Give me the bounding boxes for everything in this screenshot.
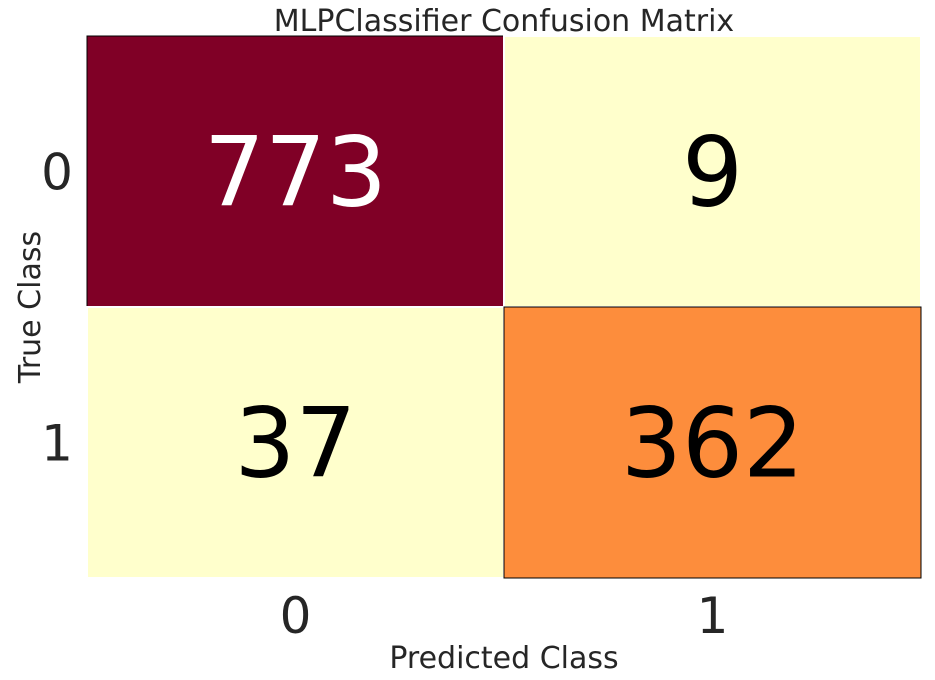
- heatmap-cells: 773 9 37 362: [86, 35, 922, 579]
- x-tick-label-0: 0: [280, 587, 312, 645]
- cell-value-1-1: 362: [621, 388, 804, 500]
- y-tick-label-1: 1: [41, 415, 73, 473]
- cell-value-0-1: 9: [682, 117, 743, 229]
- y-axis-label: True Class: [13, 231, 48, 384]
- x-tick-label-1: 1: [697, 587, 729, 645]
- y-tick-label-0: 0: [41, 144, 73, 202]
- heatmap-cell-1-1: [503, 306, 922, 579]
- chart-title: MLPClassifier Confusion Matrix: [274, 4, 734, 39]
- tick-labels: 0 1 0 1: [41, 144, 728, 646]
- heatmap-cell-0-0: [86, 35, 505, 308]
- cell-value-1-0: 37: [234, 388, 356, 500]
- heatmap-cell-1-0: [86, 306, 505, 579]
- heatmap-cell-0-1: [503, 35, 922, 308]
- x-axis-label: Predicted Class: [389, 641, 618, 676]
- cell-value-0-0: 773: [204, 117, 387, 229]
